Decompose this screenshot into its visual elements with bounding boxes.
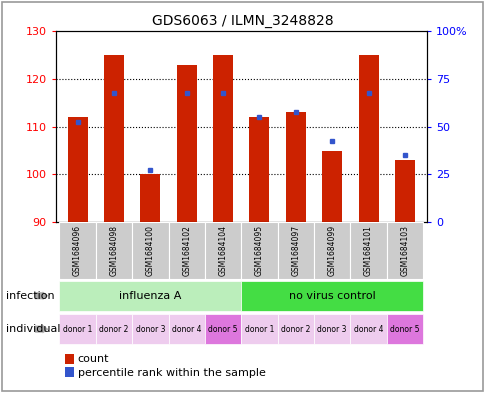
Bar <box>95 222 132 279</box>
Bar <box>59 314 95 344</box>
Bar <box>349 314 386 344</box>
Bar <box>277 314 314 344</box>
Text: donor 2: donor 2 <box>99 325 128 334</box>
Bar <box>241 281 422 311</box>
Bar <box>241 222 277 279</box>
Text: GSM1684102: GSM1684102 <box>182 225 191 276</box>
Bar <box>314 222 349 279</box>
Text: GSM1684101: GSM1684101 <box>363 225 372 276</box>
Bar <box>104 55 124 222</box>
Text: infection: infection <box>6 291 54 301</box>
Bar <box>176 65 197 222</box>
Text: individual: individual <box>6 324 60 334</box>
Text: percentile rank within the sample: percentile rank within the sample <box>77 367 265 378</box>
Text: donor 3: donor 3 <box>317 325 346 334</box>
Text: donor 2: donor 2 <box>281 325 310 334</box>
Text: GSM1684096: GSM1684096 <box>73 225 82 276</box>
Bar <box>358 55 378 222</box>
Bar <box>132 314 168 344</box>
Bar <box>204 314 241 344</box>
Bar <box>59 222 95 279</box>
Text: donor 1: donor 1 <box>244 325 273 334</box>
Bar <box>212 55 233 222</box>
Text: influenza A: influenza A <box>119 291 181 301</box>
Bar <box>59 281 241 311</box>
Bar <box>204 222 241 279</box>
Bar <box>277 222 314 279</box>
Text: donor 3: donor 3 <box>136 325 165 334</box>
Text: donor 4: donor 4 <box>172 325 201 334</box>
Text: GDS6063 / ILMN_3248828: GDS6063 / ILMN_3248828 <box>151 14 333 28</box>
Bar <box>386 222 422 279</box>
Bar <box>394 160 414 222</box>
Text: donor 5: donor 5 <box>390 325 419 334</box>
Text: count: count <box>77 354 109 364</box>
Bar <box>241 314 277 344</box>
Text: GSM1684103: GSM1684103 <box>400 225 408 276</box>
Bar <box>249 117 269 222</box>
Bar <box>349 222 386 279</box>
Text: GSM1684099: GSM1684099 <box>327 225 336 276</box>
Text: GSM1684098: GSM1684098 <box>109 225 118 276</box>
Text: GSM1684095: GSM1684095 <box>255 225 263 276</box>
Bar <box>67 117 88 222</box>
Text: GSM1684097: GSM1684097 <box>291 225 300 276</box>
Bar <box>132 222 168 279</box>
Bar <box>386 314 422 344</box>
Text: donor 5: donor 5 <box>208 325 237 334</box>
Bar <box>321 151 342 222</box>
Text: donor 1: donor 1 <box>63 325 92 334</box>
Bar <box>314 314 349 344</box>
Bar <box>285 112 305 222</box>
Bar <box>140 174 160 222</box>
Bar <box>168 222 204 279</box>
Text: no virus control: no virus control <box>288 291 375 301</box>
Bar <box>95 314 132 344</box>
Text: GSM1684104: GSM1684104 <box>218 225 227 276</box>
Bar <box>168 314 204 344</box>
Text: donor 4: donor 4 <box>353 325 382 334</box>
Text: GSM1684100: GSM1684100 <box>146 225 154 276</box>
